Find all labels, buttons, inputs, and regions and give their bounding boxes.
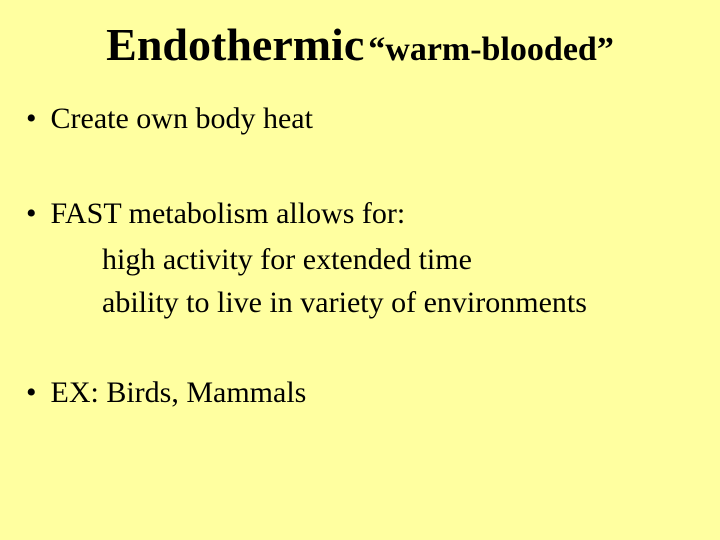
spacer	[20, 146, 700, 194]
bullet-text: FAST metabolism allows for:	[51, 194, 406, 235]
title-subtitle: “warm-blooded”	[368, 31, 614, 68]
bullet-text: EX: Birds, Mammals	[51, 373, 307, 414]
bullet-text: Create own body heat	[51, 99, 313, 140]
bullet-dot-icon: •	[26, 373, 37, 414]
sub-bullet-text: ability to live in variety of environmen…	[102, 283, 700, 324]
bullet-dot-icon: •	[26, 194, 37, 235]
sub-bullet-text: high activity for extended time	[102, 240, 700, 281]
bullet-item: • EX: Birds, Mammals	[20, 373, 700, 414]
spacer	[20, 325, 700, 373]
slide-title: Endothermic “warm-blooded”	[20, 18, 700, 71]
bullet-item: • FAST metabolism allows for:	[20, 194, 700, 235]
bullet-item: • Create own body heat	[20, 99, 700, 140]
title-main: Endothermic	[106, 19, 364, 70]
bullet-dot-icon: •	[26, 99, 37, 140]
